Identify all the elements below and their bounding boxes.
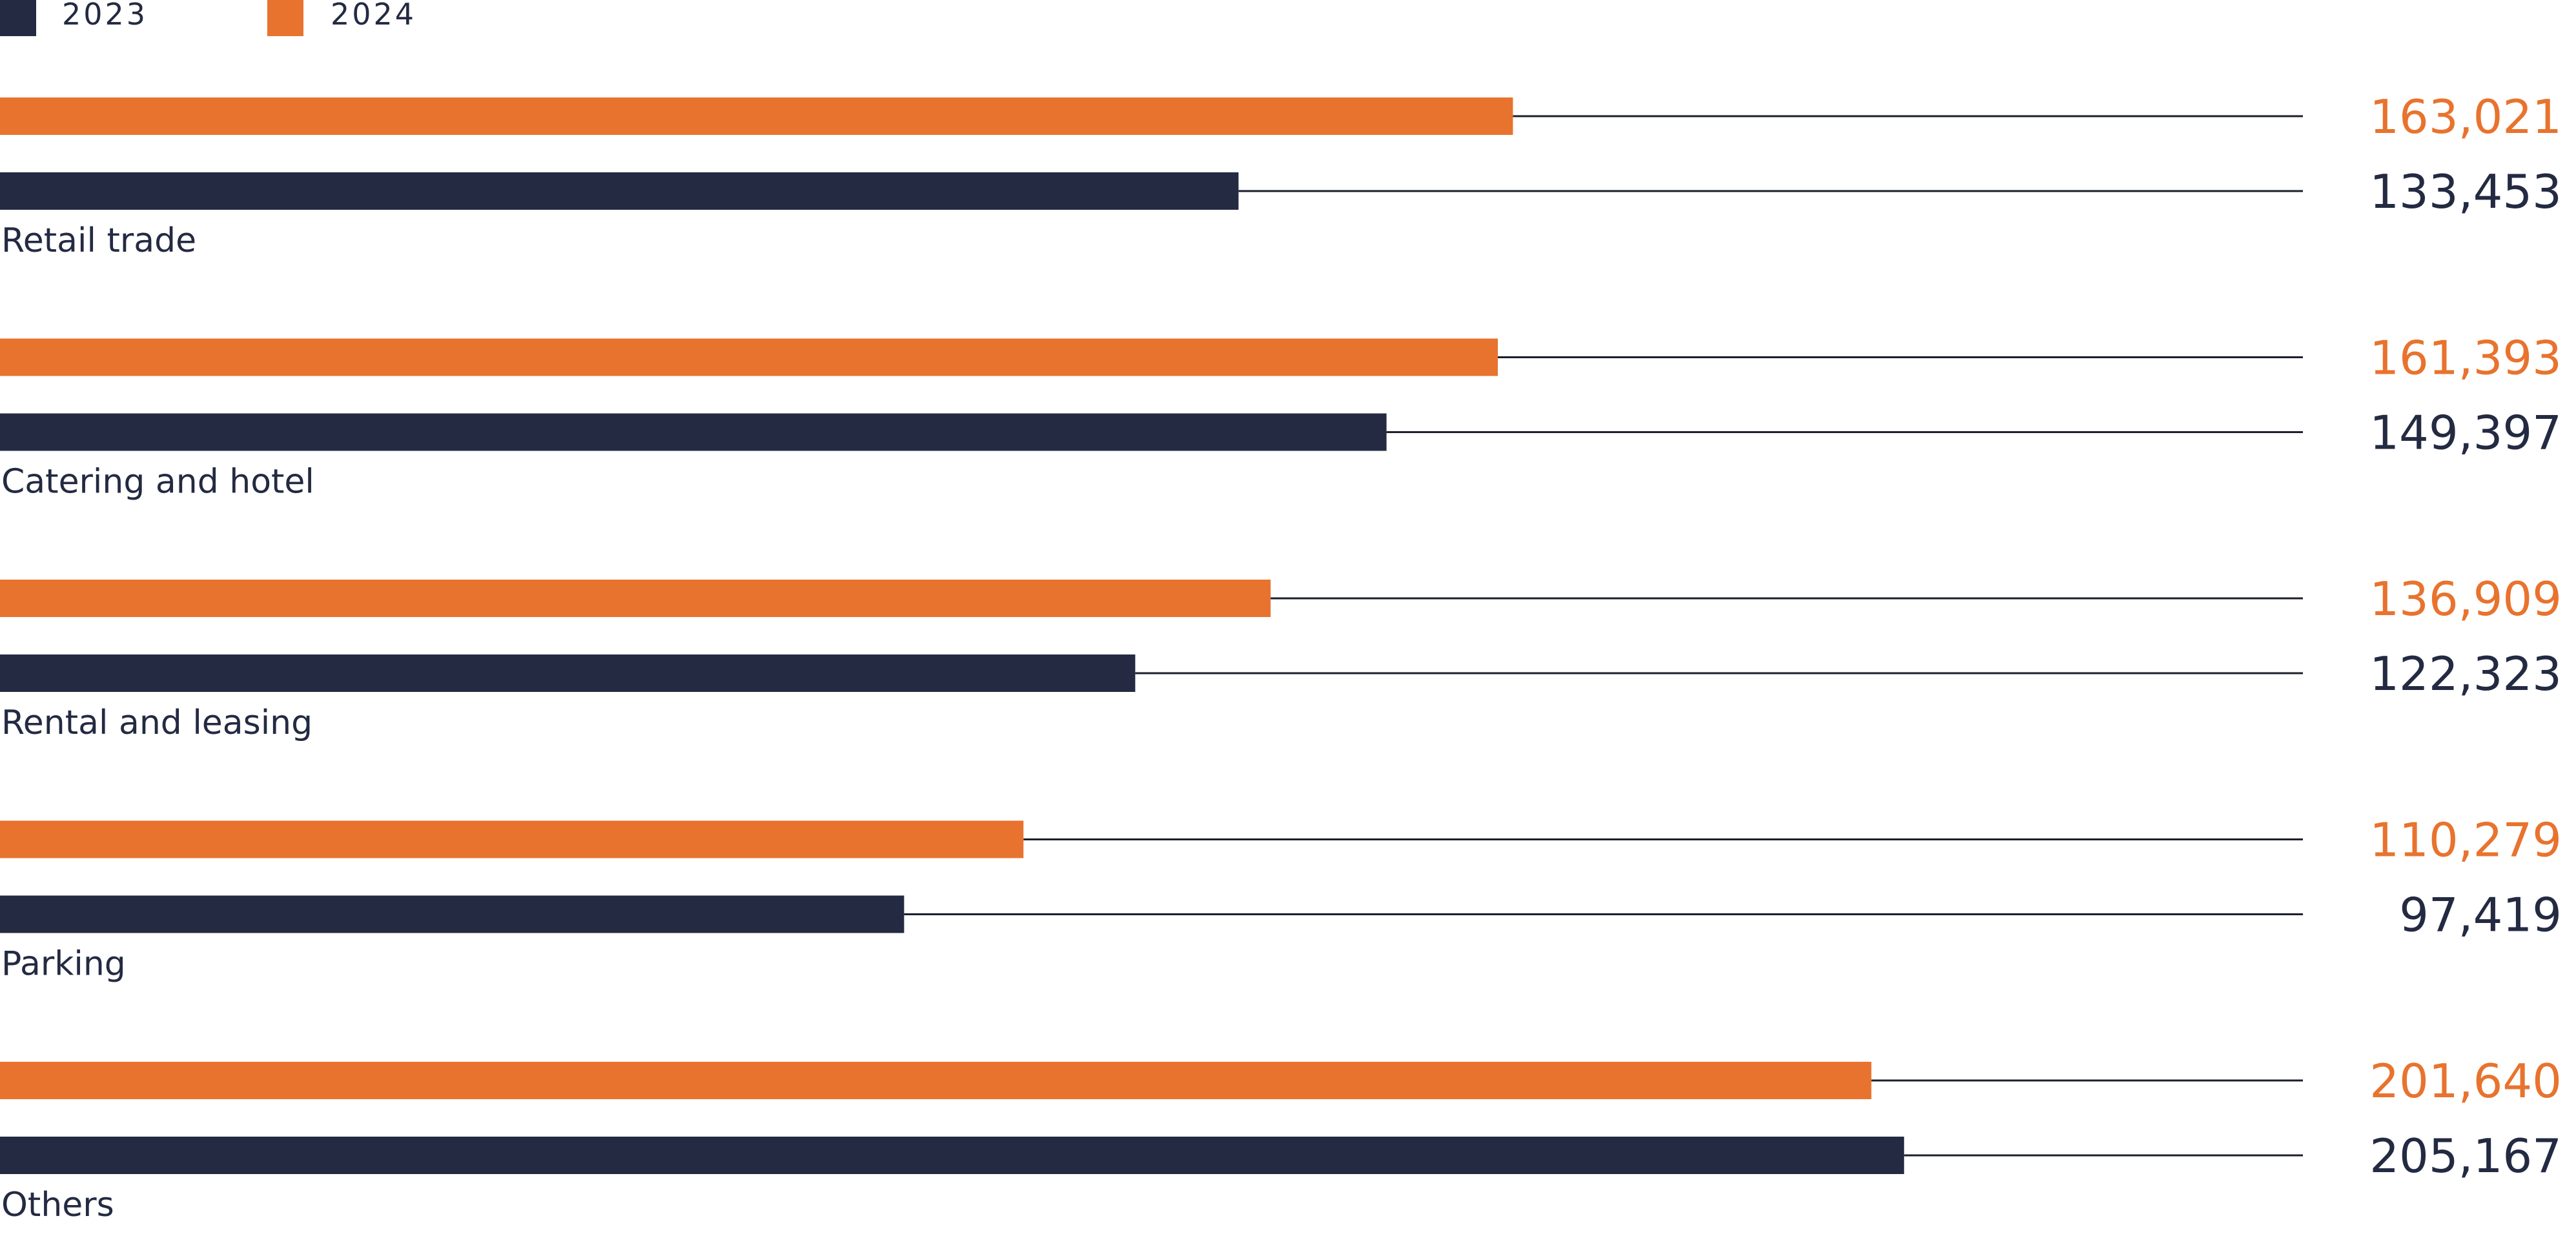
bar-2023-catering-and-hotel <box>0 413 1387 451</box>
value-label-2024-others: 201,640 <box>2369 1054 2562 1108</box>
value-label-2023-retail-trade: 133,453 <box>2369 165 2562 219</box>
bar-2024-rental-and-leasing <box>0 580 1271 617</box>
legend-swatch-2024 <box>267 0 303 36</box>
bar-2024-others <box>0 1062 1872 1099</box>
value-label-2024-retail-trade: 163,021 <box>2369 90 2562 144</box>
category-label-others: Others <box>1 1186 114 1224</box>
bar-2023-rental-and-leasing <box>0 654 1136 692</box>
legend-swatch-2023 <box>0 0 36 36</box>
legend-label-2024: 2024 <box>331 0 417 32</box>
value-label-2023-catering-and-hotel: 149,397 <box>2369 406 2562 460</box>
value-label-2023-rental-and-leasing: 122,323 <box>2369 647 2562 701</box>
category-group-others: 201,640 205,167 Others <box>0 1054 2562 1224</box>
bar-2024-catering-and-hotel <box>0 338 1498 376</box>
category-label-parking: Parking <box>1 945 126 984</box>
bar-2024-retail-trade <box>0 97 1513 135</box>
bar-2024-parking <box>0 820 1024 858</box>
category-label-catering-and-hotel: Catering and hotel <box>1 463 314 502</box>
category-group-retail-trade: 163,021 133,453 Retail trade <box>0 90 2562 260</box>
legend-label-2023: 2023 <box>62 0 148 32</box>
value-label-2024-catering-and-hotel: 161,393 <box>2369 331 2562 385</box>
value-label-2024-rental-and-leasing: 136,909 <box>2369 572 2562 626</box>
bar-2023-others <box>0 1137 1905 1174</box>
bar-2023-parking <box>0 895 905 933</box>
value-label-2023-others: 205,167 <box>2369 1129 2562 1183</box>
category-group-parking: 110,279 97,419 Parking <box>0 813 2562 984</box>
category-label-rental-and-leasing: Rental and leasing <box>1 704 312 742</box>
category-label-retail-trade: Retail trade <box>1 221 196 260</box>
value-label-2024-parking: 110,279 <box>2369 813 2562 867</box>
category-group-rental-and-leasing: 136,909 122,323 Rental and leasing <box>0 572 2562 742</box>
value-label-2023-parking: 97,419 <box>2399 888 2562 942</box>
category-group-catering-and-hotel: 161,393 149,397 Catering and hotel <box>0 331 2562 502</box>
bar-2023-retail-trade <box>0 172 1239 210</box>
